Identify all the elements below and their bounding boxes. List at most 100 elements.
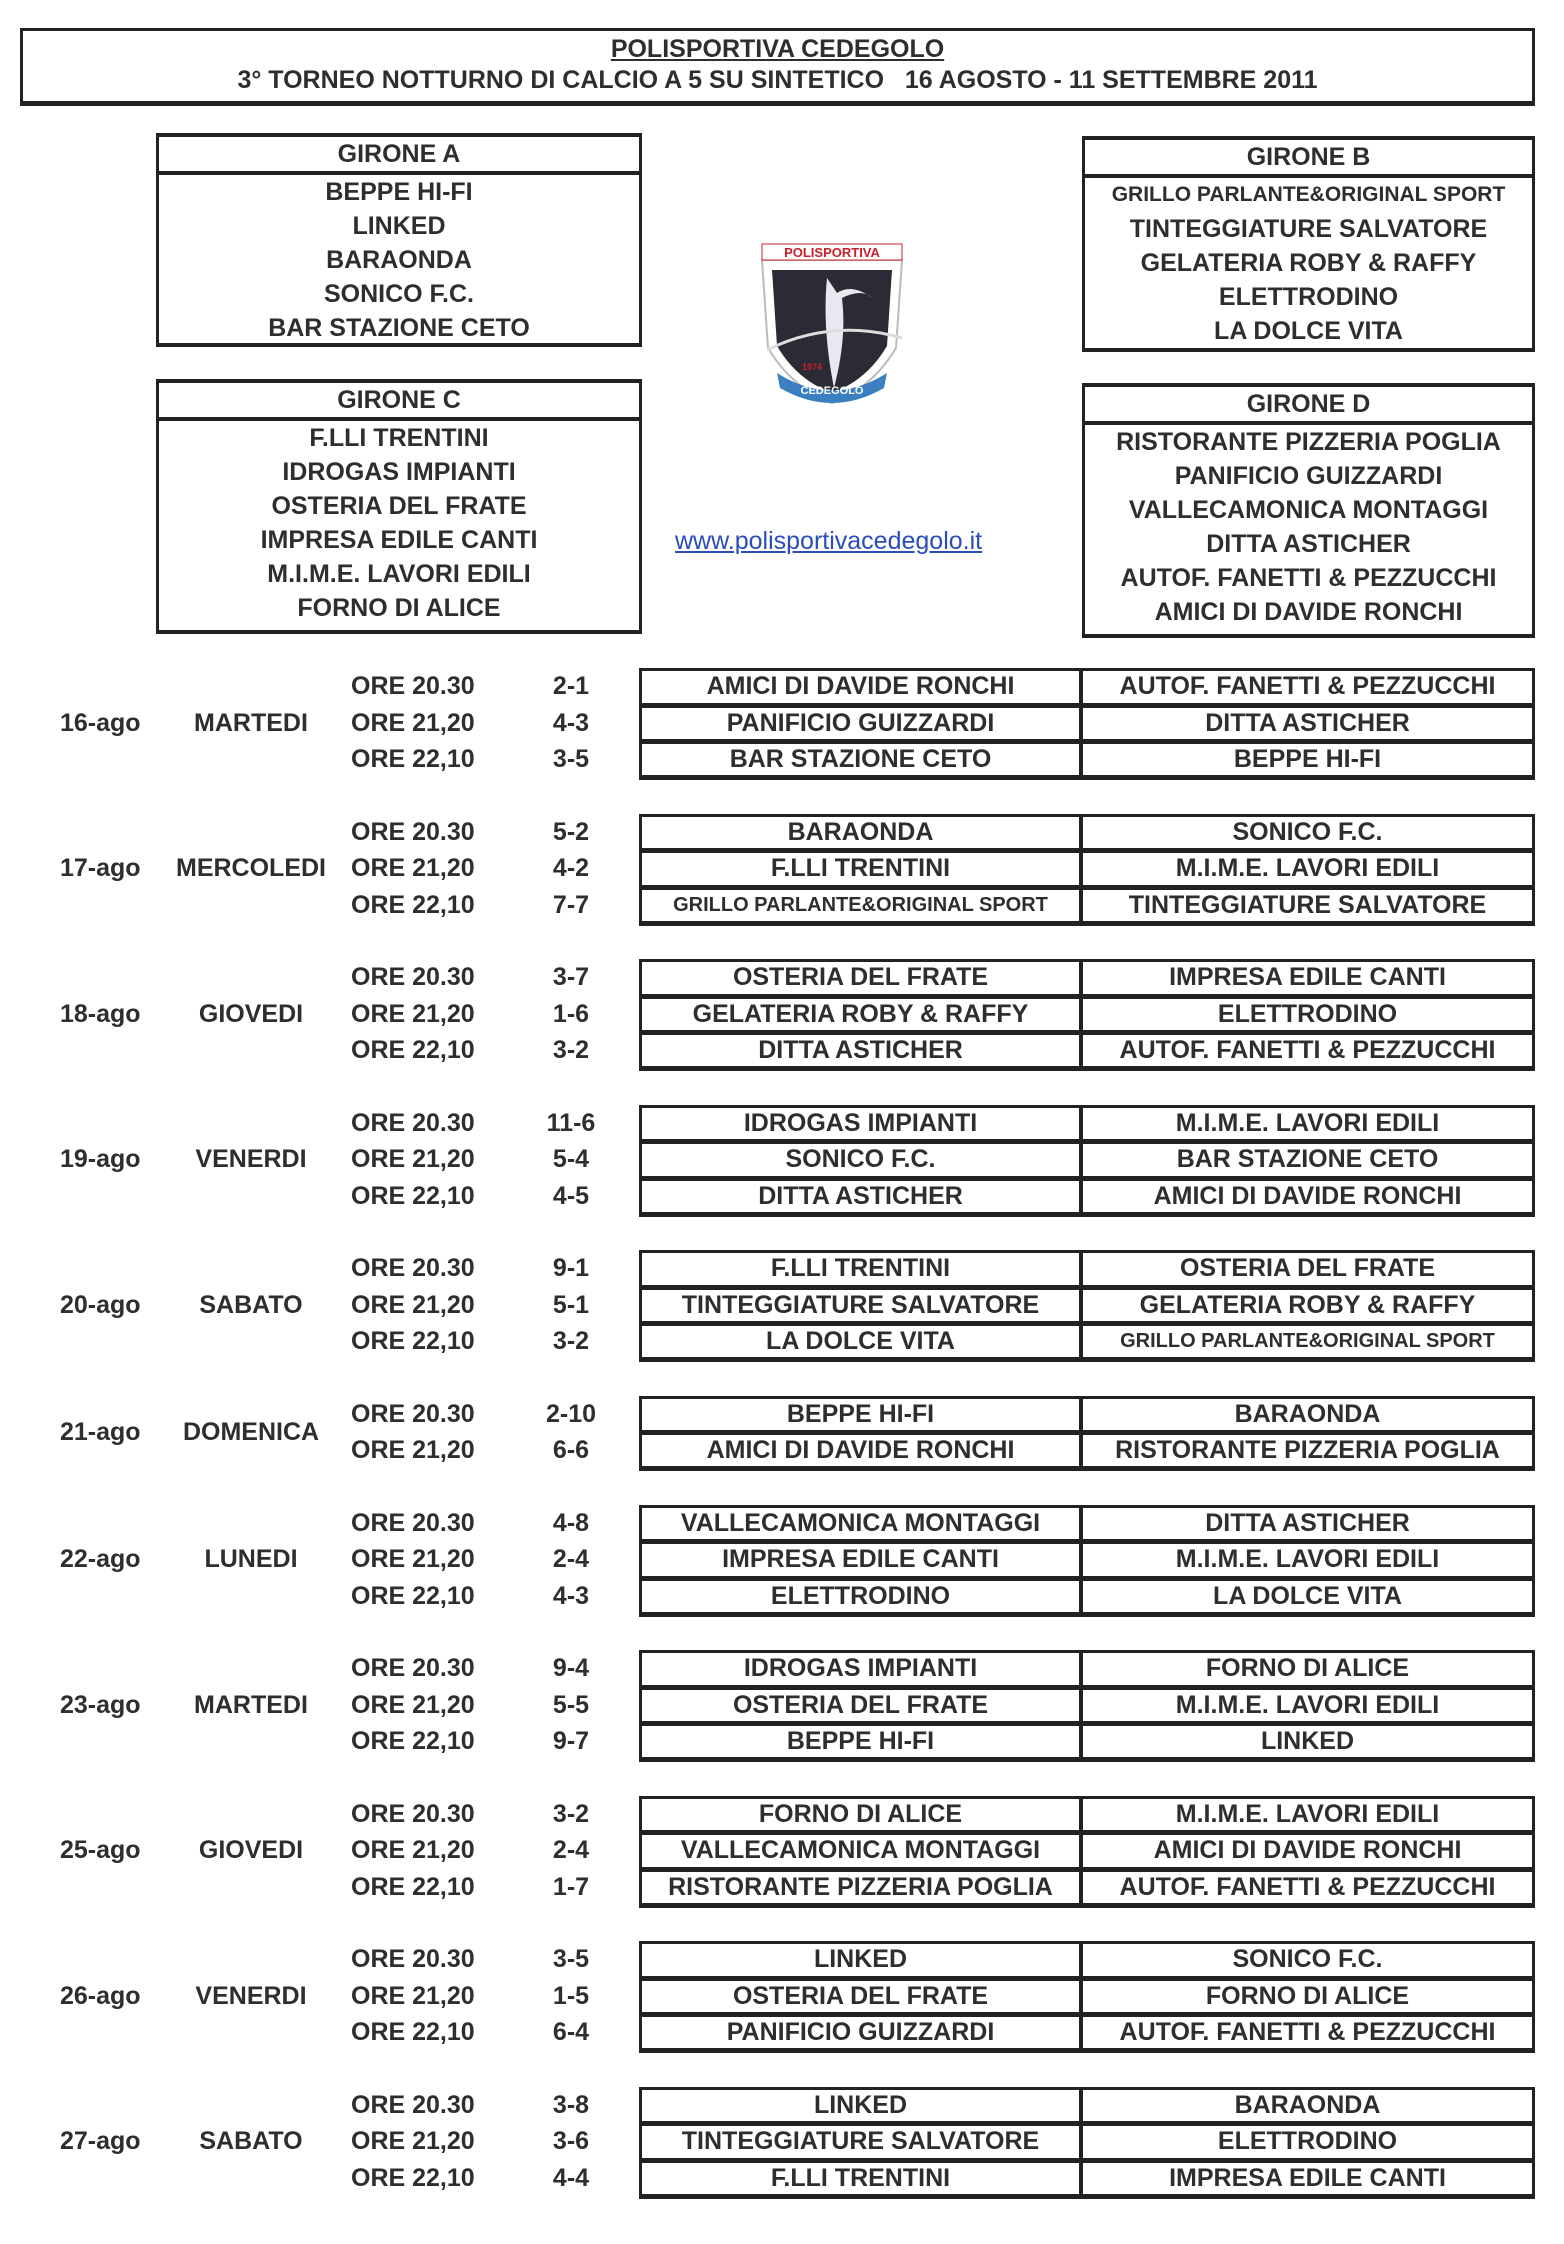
match-score: 9-4 — [552, 1654, 590, 1682]
away-team: TINTEGGIATURE SALVATORE — [1082, 886, 1535, 926]
group-team: ELETTRODINO — [1218, 283, 1399, 311]
group-team: IMPRESA EDILE CANTI — [260, 526, 538, 554]
match-time: ORE 22,10 — [351, 2163, 475, 2192]
match-teams: PANIFICIO GUIZZARDI DITTA ASTICHER — [639, 704, 1535, 741]
svg-text:1974: 1974 — [802, 362, 822, 372]
home-team: TINTEGGIATURE SALVATORE — [639, 2123, 1082, 2160]
match-time: ORE 21,20 — [351, 1290, 475, 1319]
home-team: OSTERIA DEL FRATE — [639, 1686, 1082, 1723]
group-team: FORNO DI ALICE — [297, 594, 501, 622]
away-team: BARAONDA — [1082, 1395, 1535, 1432]
match-row: ORE 21,20 5-4 SONICO F.C. BAR STAZIONE C… — [0, 1141, 1564, 1178]
match-row: ORE 22,10 4-4 F.LLI TRENTINI IMPRESA EDI… — [0, 2159, 1564, 2199]
match-teams: AMICI DI DAVIDE RONCHI AUTOF. FANETTI & … — [639, 668, 1535, 705]
away-team: SONICO F.C. — [1082, 1941, 1535, 1978]
match-time: ORE 22,10 — [351, 1327, 475, 1355]
match-score: 3-2 — [552, 1036, 590, 1064]
match-score: 4-8 — [552, 1508, 590, 1537]
match-teams: IDROGAS IMPIANTI FORNO DI ALICE — [639, 1650, 1535, 1687]
tournament-subtitle: 3° TORNEO NOTTURNO DI CALCIO A 5 SU SINT… — [237, 66, 1318, 94]
match-day: 17-ago MERCOLEDI ORE 20.30 5-2 BARAONDA … — [0, 813, 1564, 926]
match-row: ORE 20.30 3-2 FORNO DI ALICE M.I.M.E. LA… — [0, 1795, 1564, 1832]
home-team: IDROGAS IMPIANTI — [639, 1104, 1082, 1141]
home-team: TINTEGGIATURE SALVATORE — [639, 1286, 1082, 1323]
home-team: BAR STAZIONE CETO — [639, 741, 1082, 780]
group-team: RISTORANTE PIZZERIA POGLIA — [1116, 428, 1501, 456]
match-time: ORE 20.30 — [351, 1945, 475, 1973]
match-row: ORE 22,10 1-7 RISTORANTE PIZZERIA POGLIA… — [0, 1868, 1564, 1908]
home-team: BARAONDA — [639, 813, 1082, 850]
match-time: ORE 20.30 — [351, 1654, 475, 1682]
match-weekday: LUNEDI — [204, 1545, 298, 1574]
match-score: 11-6 — [546, 1108, 596, 1137]
match-weekday: VENERDI — [195, 1145, 307, 1174]
match-time: ORE 22,10 — [351, 745, 475, 773]
match-weekday: SABATO — [199, 2127, 303, 2156]
away-team: LINKED — [1082, 1723, 1535, 1762]
home-team: BEPPE HI-FI — [639, 1723, 1082, 1762]
match-time: ORE 21,20 — [351, 2127, 475, 2155]
match-time: ORE 20.30 — [351, 1108, 475, 1137]
away-team: M.I.M.E. LAVORI EDILI — [1082, 1104, 1535, 1141]
away-team: DITTA ASTICHER — [1082, 704, 1535, 741]
match-day: 16-ago MARTEDI ORE 20.30 2-1 AMICI DI DA… — [0, 668, 1564, 780]
match-time: ORE 22,10 — [351, 1872, 475, 1901]
match-date: 19-ago — [60, 1145, 141, 1174]
home-team: VALLECAMONICA MONTAGGI — [639, 1504, 1082, 1541]
home-team: OSTERIA DEL FRATE — [639, 1977, 1082, 2014]
match-score: 1-7 — [552, 1872, 590, 1901]
match-score: 4-5 — [552, 1181, 590, 1210]
match-teams: TINTEGGIATURE SALVATORE ELETTRODINO — [639, 2123, 1535, 2160]
match-teams: LINKED SONICO F.C. — [639, 1941, 1535, 1978]
group-team: BARAONDA — [326, 246, 472, 274]
match-date: 23-ago — [60, 1690, 141, 1719]
website-link[interactable]: www.polisportivacedegolo.it — [675, 527, 983, 555]
home-team: FORNO DI ALICE — [639, 1795, 1082, 1832]
match-row: ORE 21,20 2-4 VALLECAMONICA MONTAGGI AMI… — [0, 1832, 1564, 1869]
away-team: IMPRESA EDILE CANTI — [1082, 2159, 1535, 2199]
away-team: M.I.M.E. LAVORI EDILI — [1082, 1541, 1535, 1578]
home-team: PANIFICIO GUIZZARDI — [639, 704, 1082, 741]
match-teams: VALLECAMONICA MONTAGGI DITTA ASTICHER — [639, 1504, 1535, 1541]
group-team: GELATERIA ROBY & RAFFY — [1140, 249, 1477, 277]
club-logo: POLISPORTIVA 1974 CEDEGOLO — [752, 238, 912, 408]
match-teams: F.LLI TRENTINI IMPRESA EDILE CANTI — [639, 2159, 1535, 2199]
match-row: ORE 20.30 4-8 VALLECAMONICA MONTAGGI DIT… — [0, 1504, 1564, 1541]
match-time: ORE 20.30 — [351, 1799, 475, 1828]
match-time: ORE 21,20 — [351, 999, 475, 1028]
match-date: 22-ago — [60, 1545, 141, 1574]
group-title: GIRONE A — [159, 137, 639, 175]
away-team: M.I.M.E. LAVORI EDILI — [1082, 1686, 1535, 1723]
group-team: DITTA ASTICHER — [1206, 530, 1411, 558]
match-teams: AMICI DI DAVIDE RONCHI RISTORANTE PIZZER… — [639, 1432, 1535, 1471]
match-score: 3-8 — [552, 2090, 590, 2119]
match-score: 2-4 — [552, 1836, 590, 1864]
match-teams: ELETTRODINO LA DOLCE VITA — [639, 1577, 1535, 1617]
away-team: BEPPE HI-FI — [1082, 741, 1535, 780]
match-row: ORE 21,20 1-5 OSTERIA DEL FRATE FORNO DI… — [0, 1977, 1564, 2014]
away-team: IMPRESA EDILE CANTI — [1082, 959, 1535, 996]
match-teams: IMPRESA EDILE CANTI M.I.M.E. LAVORI EDIL… — [639, 1541, 1535, 1578]
match-row: ORE 22,10 3-5 BAR STAZIONE CETO BEPPE HI… — [0, 741, 1564, 780]
match-score: 2-4 — [552, 1545, 590, 1573]
match-score: 3-7 — [552, 963, 590, 991]
away-team: M.I.M.E. LAVORI EDILI — [1082, 850, 1535, 887]
match-teams: BEPPE HI-FI BARAONDA — [639, 1395, 1535, 1432]
svg-text:CEDEGOLO: CEDEGOLO — [801, 385, 864, 397]
away-team: AUTOF. FANETTI & PEZZUCCHI — [1082, 2014, 1535, 2053]
group-team: AUTOF. FANETTI & PEZZUCCHI — [1120, 564, 1497, 592]
match-weekday: GIOVEDI — [198, 1836, 304, 1865]
home-team: AMICI DI DAVIDE RONCHI — [639, 668, 1082, 705]
group-team: BEPPE HI-FI — [325, 178, 473, 206]
match-score: 5-2 — [552, 817, 590, 846]
match-teams: DITTA ASTICHER AUTOF. FANETTI & PEZZUCCH… — [639, 1032, 1535, 1071]
match-time: ORE 21,20 — [351, 1836, 475, 1864]
away-team: GELATERIA ROBY & RAFFY — [1082, 1286, 1535, 1323]
group-team: BAR STAZIONE CETO — [268, 314, 530, 342]
match-day: 19-ago VENERDI ORE 20.30 11-6 IDROGAS IM… — [0, 1104, 1564, 1217]
away-team: GRILLO PARLANTE&ORIGINAL SPORT — [1082, 1323, 1535, 1362]
match-weekday: VENERDI — [195, 1981, 307, 2010]
match-score: 3-5 — [552, 1945, 590, 1973]
home-team: LA DOLCE VITA — [639, 1323, 1082, 1362]
match-row: ORE 20.30 11-6 IDROGAS IMPIANTI M.I.M.E.… — [0, 1104, 1564, 1141]
